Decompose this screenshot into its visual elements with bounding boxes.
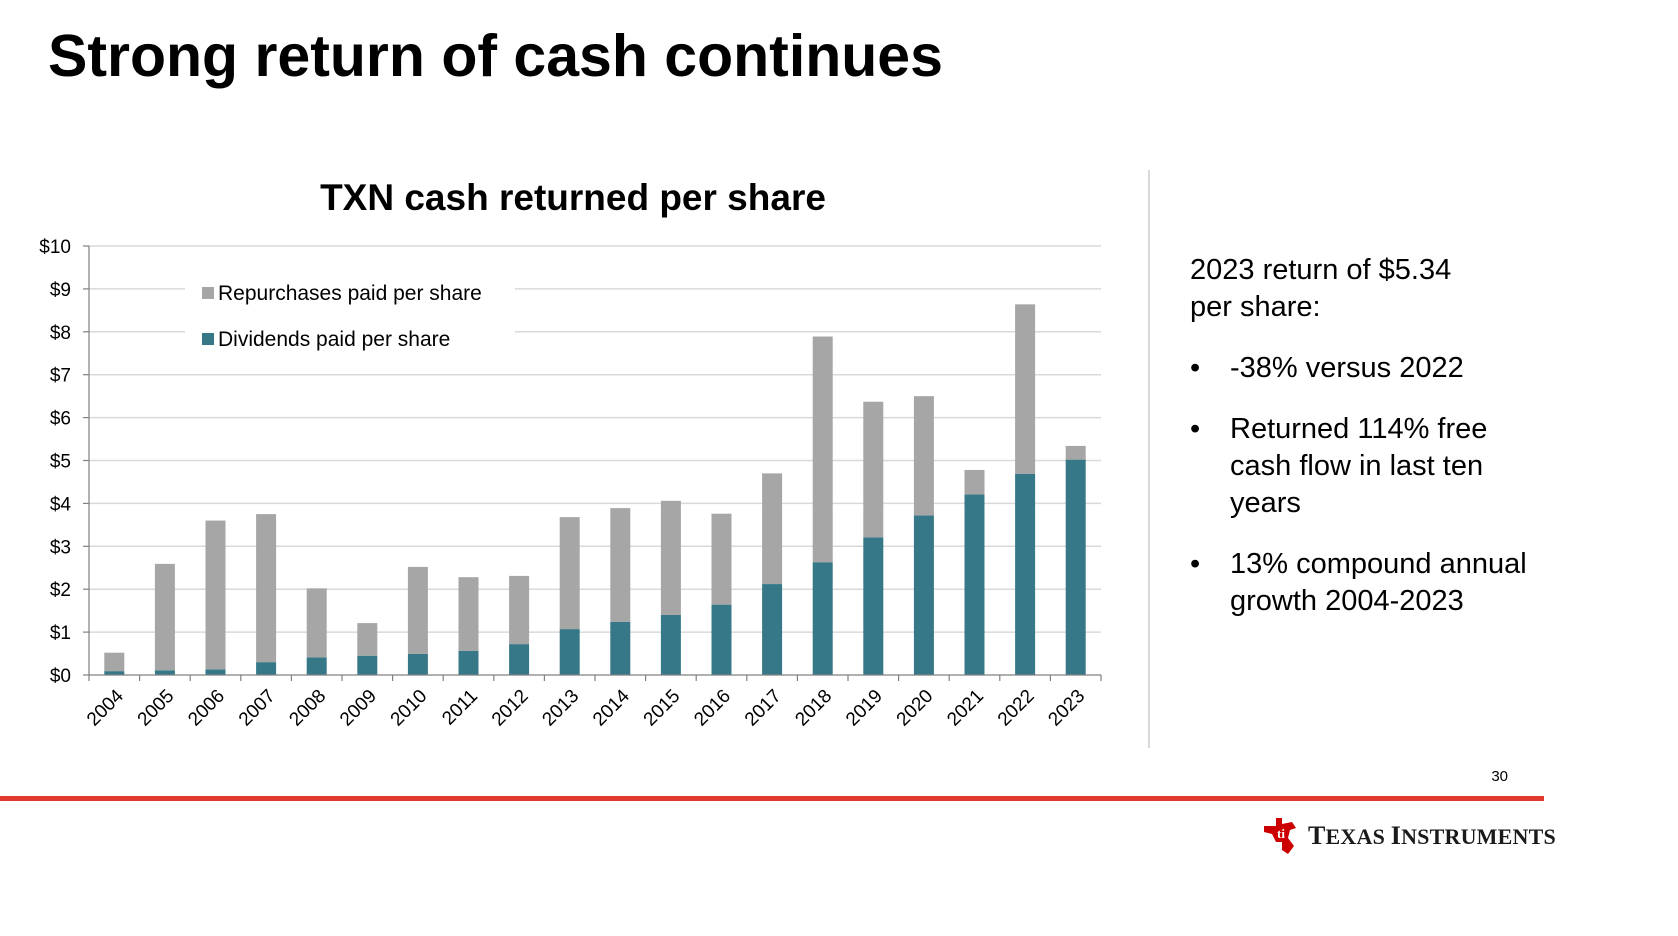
x-tick-label: 2013 [538, 686, 583, 731]
svg-text:ti: ti [1277, 826, 1285, 841]
x-tick-label: 2020 [893, 686, 938, 731]
bar-repurchases-2021 [964, 469, 985, 495]
bar-dividends-2012 [509, 644, 530, 675]
bar-repurchases-2016 [711, 513, 732, 605]
x-tick-label: 2022 [994, 686, 1039, 731]
vertical-divider [1148, 170, 1150, 748]
x-tick-label: 2018 [791, 686, 836, 731]
key-point-text: Returned 114% free cash flow in last ten… [1230, 413, 1488, 519]
bar-repurchases-2009 [357, 623, 378, 656]
legend: Repurchases paid per share Dividends pai… [185, 278, 515, 368]
key-point-item: -38% versus 2022 [1190, 350, 1670, 387]
bar-repurchases-2015 [660, 500, 681, 615]
y-tick-label: $4 [50, 494, 72, 515]
bar-dividends-2011 [458, 650, 479, 675]
key-points-heading: 2023 return of $5.34 per share: [1190, 254, 1452, 323]
x-tick-label: 2005 [134, 686, 179, 731]
bar-dividends-2013 [559, 629, 580, 675]
legend-label-dividends: Dividends paid per share [218, 328, 450, 351]
x-tick-label: 2008 [285, 686, 330, 731]
x-tick-label: 2012 [488, 686, 533, 731]
x-tick-label: 2010 [387, 686, 432, 731]
footer-rule [0, 796, 1544, 801]
page-number: 30 [1491, 768, 1508, 785]
x-tick-label: 2019 [842, 686, 887, 731]
x-tick-label: 2017 [741, 686, 786, 731]
bar-dividends-2022 [1015, 473, 1036, 675]
bar-dividends-2006 [205, 669, 226, 675]
bar-repurchases-2013 [559, 517, 580, 630]
legend-swatch-repurchases [202, 287, 214, 299]
bar-repurchases-2017 [762, 473, 783, 585]
key-point-text: -38% versus 2022 [1230, 352, 1464, 384]
bar-repurchases-2022 [1015, 304, 1036, 474]
bar-dividends-2014 [610, 621, 631, 675]
y-tick-label: $1 [50, 623, 71, 644]
bar-repurchases-2008 [306, 588, 327, 658]
key-point-item: 13% compound annual growth 2004-2023 [1190, 546, 1670, 620]
x-tick-label: 2016 [690, 686, 735, 731]
x-tick-label: 2021 [943, 686, 988, 731]
legend-background [185, 278, 515, 368]
chart-title: TXN cash returned per share [320, 177, 826, 218]
bar-repurchases-2020 [913, 396, 934, 516]
bar-repurchases-2007 [256, 514, 277, 663]
cash-returned-chart: TXN cash returned per share $0 $1 $2 $3 $4 $5… [39, 177, 1102, 731]
x-tick-label: 2006 [184, 686, 229, 731]
y-tick-label: $0 [50, 666, 71, 687]
texas-instruments-logo: ti TEXAS INSTRUMENTS [1262, 816, 1556, 856]
key-points-list: -38% versus 2022 Returned 114% free cash… [1190, 350, 1670, 620]
bar-dividends-2015 [660, 614, 681, 675]
key-point-text: 13% compound annual growth 2004-2023 [1230, 548, 1527, 617]
y-tick-label: $5 [50, 452, 71, 473]
bar-dividends-2009 [357, 655, 378, 675]
bar-repurchases-2010 [407, 566, 428, 654]
x-tick-label: 2023 [1044, 686, 1089, 731]
key-points-panel: 2023 return of $5.34 per share: -38% ver… [1190, 252, 1670, 644]
y-tick-label: $7 [50, 366, 71, 387]
y-tick-label: $8 [50, 323, 71, 344]
bar-dividends-2004 [104, 671, 125, 675]
x-tick-label: 2004 [83, 685, 128, 730]
x-tick-label: 2014 [589, 685, 634, 730]
bar-repurchases-2023 [1065, 445, 1086, 460]
bar-repurchases-2012 [509, 575, 530, 645]
x-tick-label: 2007 [235, 686, 280, 731]
bars [104, 304, 1086, 675]
bar-repurchases-2011 [458, 577, 479, 651]
bar-dividends-2008 [306, 657, 327, 675]
bar-repurchases-2005 [154, 563, 175, 671]
legend-label-repurchases: Repurchases paid per share [218, 282, 482, 305]
bar-dividends-2020 [913, 515, 934, 675]
x-tick-label: 2015 [640, 686, 685, 731]
bar-dividends-2018 [812, 562, 833, 675]
logo-wordmark: TEXAS INSTRUMENTS [1308, 821, 1556, 850]
bar-dividends-2005 [154, 670, 175, 675]
x-tick-label: 2009 [336, 686, 381, 731]
bar-dividends-2023 [1065, 459, 1086, 675]
bar-dividends-2017 [762, 584, 783, 675]
bar-dividends-2010 [407, 653, 428, 675]
bar-repurchases-2004 [104, 652, 125, 672]
y-tick-label: $3 [50, 537, 71, 558]
bar-dividends-2007 [256, 662, 277, 675]
ti-logo-icon: ti [1264, 818, 1296, 854]
key-point-item: Returned 114% free cash flow in last ten… [1190, 411, 1670, 522]
bar-repurchases-2014 [610, 508, 631, 622]
legend-swatch-dividends [202, 333, 214, 345]
bar-dividends-2021 [964, 494, 985, 675]
x-tick-label: 2011 [438, 686, 482, 730]
bar-repurchases-2006 [205, 520, 226, 670]
y-tick-label: $9 [50, 280, 71, 301]
slide-title: Strong return of cash continues [48, 23, 943, 89]
y-tick-label: $2 [50, 580, 71, 601]
bar-dividends-2016 [711, 604, 732, 675]
y-tick-label: $6 [50, 409, 71, 430]
y-tick-label: $10 [39, 237, 71, 258]
bar-repurchases-2018 [812, 336, 833, 563]
bar-repurchases-2019 [863, 401, 884, 538]
bar-dividends-2019 [863, 537, 884, 675]
